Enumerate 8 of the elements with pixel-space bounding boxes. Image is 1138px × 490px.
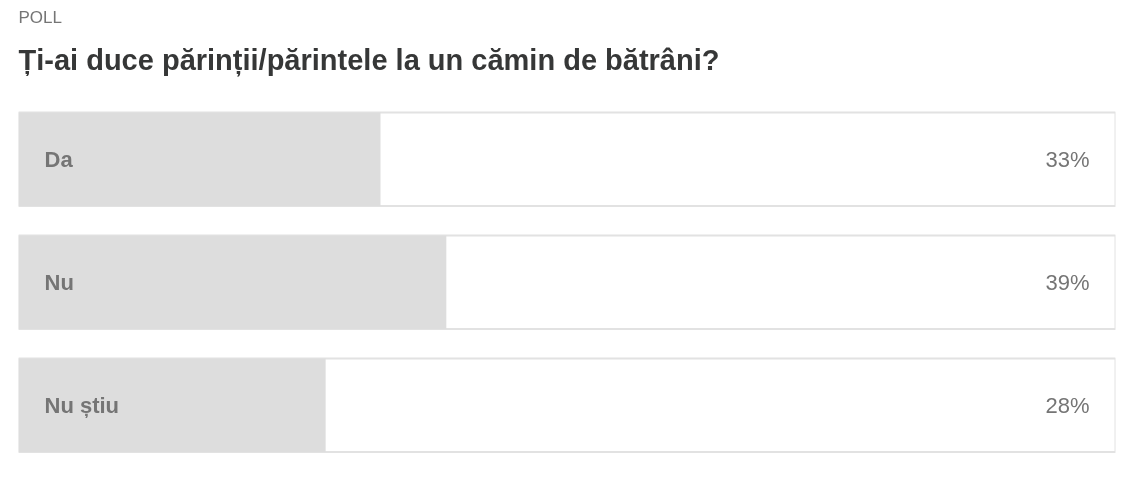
y-tick-label: Da: [44, 146, 74, 172]
chart-title: Ți-ai duce părinții/părintele la un cămin de bătrâni?: [18, 43, 720, 77]
data-label: 39%: [1045, 269, 1090, 295]
data-label: 33%: [1045, 146, 1090, 172]
chart-subtitle: POLL: [18, 7, 62, 27]
y-tick-label: Nu: [44, 269, 74, 295]
data-label: 28%: [1045, 392, 1090, 418]
y-tick-label: Nu știu: [44, 392, 120, 418]
